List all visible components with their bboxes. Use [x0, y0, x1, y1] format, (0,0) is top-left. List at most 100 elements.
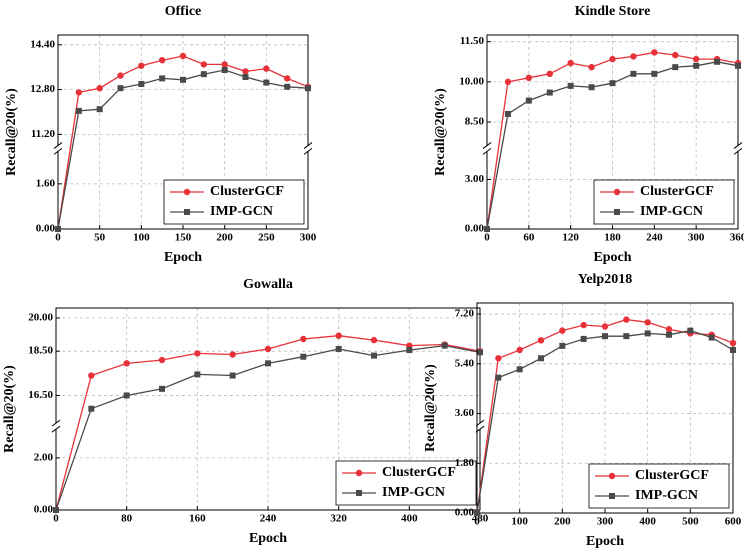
legend-box	[588, 463, 730, 509]
legend-box	[335, 460, 477, 506]
x-tick-label: 200	[216, 232, 233, 244]
data-point	[580, 335, 587, 342]
x-tick-label: 0	[484, 232, 490, 244]
subplot: 0.00 1.80 3.60 5.40 7.20 0 100 200 300 400 500 600 Y…	[423, 272, 742, 549]
data-point	[159, 385, 165, 392]
x-axis-label: Epoch	[593, 250, 631, 265]
legend-label: ClusterGCF	[210, 184, 284, 199]
data-point	[516, 346, 523, 354]
x-tick-label: 100	[133, 232, 150, 244]
x-tick-label: 300	[688, 232, 705, 244]
data-point	[117, 72, 124, 79]
data-point	[630, 70, 637, 77]
data-point	[221, 66, 228, 73]
data-point	[200, 71, 207, 78]
data-point	[263, 65, 270, 72]
x-tick-label: 300	[597, 516, 614, 528]
x-tick-label: 400	[401, 513, 418, 525]
legend-marker	[356, 490, 362, 496]
y-tick-label: 8.50	[465, 116, 485, 128]
data-point	[123, 360, 130, 367]
x-tick-label: 320	[330, 513, 347, 525]
x-tick-label: 180	[604, 232, 621, 244]
data-point	[474, 510, 480, 516]
data-point	[75, 89, 83, 96]
x-tick-label: 600	[725, 516, 742, 528]
plot-frame	[57, 34, 309, 230]
subplot: 0.00 3.00 8.50 10.00 11.50 0 60 120 180 240 300 360…	[433, 4, 744, 265]
data-point	[264, 345, 272, 353]
y-tick-label: 0.00	[455, 507, 475, 519]
data-point	[158, 56, 166, 64]
data-point	[588, 63, 595, 71]
axis-break-mark	[51, 419, 61, 427]
data-point	[88, 405, 95, 412]
plot-frame	[55, 307, 481, 511]
data-point	[265, 360, 271, 367]
axis-break-mark	[51, 425, 61, 433]
axis-break-gap	[53, 423, 59, 430]
data-point	[88, 372, 95, 379]
data-point	[609, 80, 616, 87]
data-point	[370, 336, 378, 344]
x-tick-label: 60	[523, 232, 535, 244]
chart-title: Kindle Store	[575, 4, 651, 19]
legend-label: ClusterGCF	[640, 184, 714, 199]
axis-break-gap	[55, 145, 61, 152]
x-tick-label: 0	[55, 232, 61, 244]
data-point	[484, 226, 490, 232]
data-point	[53, 507, 59, 513]
legend-label: IMP-GCN	[635, 488, 698, 503]
data-point	[714, 58, 721, 65]
chart-title: Office	[165, 4, 202, 19]
y-axis-label: Recall@20(%)	[2, 365, 17, 453]
y-tick-label: 0.00	[34, 504, 54, 516]
data-point	[229, 351, 236, 358]
axis-break-gap	[484, 145, 490, 152]
data-point	[693, 62, 700, 69]
legend-label: ClusterGCF	[635, 468, 709, 483]
axis-break-gap	[305, 145, 311, 152]
chart-title: Yelp2018	[578, 272, 632, 287]
data-point	[567, 59, 574, 67]
legend-label: IMP-GCN	[210, 204, 273, 219]
data-point	[546, 70, 553, 78]
subplot: 0.00 1.60 11.20 12.80 14.40 0 50 100 150 200 250 30…	[4, 4, 317, 265]
data-point	[665, 326, 673, 333]
y-axis-label: Recall@20(%)	[4, 88, 19, 176]
plot-frame	[476, 302, 734, 514]
axis-break-mark	[303, 142, 313, 149]
data-point	[283, 75, 291, 82]
x-tick-label: 150	[175, 232, 192, 244]
x-tick-label: 120	[562, 232, 579, 244]
data-point	[525, 74, 533, 82]
x-tick-label: 160	[189, 513, 206, 525]
legend-marker	[614, 209, 620, 215]
data-point	[75, 107, 82, 114]
y-axis-label: Recall@20(%)	[433, 88, 448, 176]
legend-marker	[184, 209, 190, 215]
y-tick-label: 0.00	[465, 223, 485, 235]
data-point	[138, 62, 145, 69]
data-point	[242, 68, 249, 75]
data-point	[609, 55, 616, 63]
legend-label: IMP-GCN	[640, 204, 703, 219]
y-tick-label: 0.00	[36, 223, 56, 235]
data-point	[300, 335, 307, 343]
y-tick-label: 7.20	[455, 308, 475, 320]
data-point	[630, 53, 637, 60]
data-point	[300, 353, 307, 360]
y-tick-label: 12.80	[30, 83, 55, 95]
data-point	[180, 76, 186, 83]
axis-break-mark	[482, 147, 492, 155]
data-point	[525, 97, 532, 104]
data-point	[335, 332, 342, 339]
data-point	[559, 327, 566, 334]
data-point	[729, 339, 737, 347]
data-point	[200, 61, 208, 68]
x-tick-label: 0	[53, 513, 59, 525]
x-tick-label: 240	[646, 232, 663, 244]
data-point	[495, 355, 502, 362]
y-tick-label: 11.20	[31, 128, 56, 140]
